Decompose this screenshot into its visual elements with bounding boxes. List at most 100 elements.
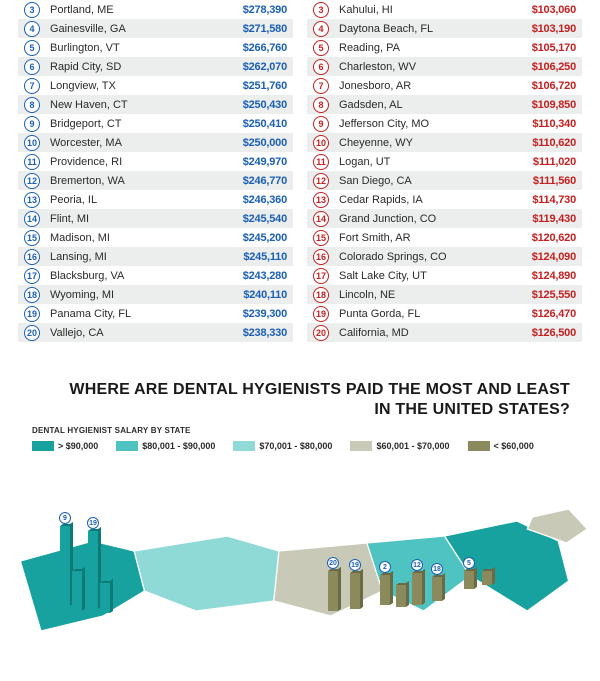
- value-label: $271,580: [243, 23, 287, 35]
- tables-container: 3Portland, ME$278,3904Gainesville, GA$27…: [0, 0, 600, 342]
- map-bar: [464, 571, 474, 589]
- rank-badge: 20: [313, 325, 329, 341]
- value-label: $110,620: [532, 137, 576, 149]
- city-label: California, MD: [339, 327, 532, 339]
- map-bar: [72, 571, 82, 611]
- legend-item: $70,001 - $80,000: [233, 441, 332, 451]
- rank-badge: 20: [24, 325, 40, 341]
- city-label: Daytona Beach, FL: [339, 23, 532, 35]
- value-label: $111,560: [533, 175, 576, 187]
- table-row: 7Jonesboro, AR$106,720: [307, 76, 582, 95]
- value-label: $106,250: [532, 61, 576, 73]
- table-row: 11 Providence, RI$249,970: [18, 152, 293, 171]
- table-row: 16Lansing, MI$245,110: [18, 247, 293, 266]
- value-label: $124,090: [532, 251, 576, 263]
- map-bar-label: 18: [431, 563, 443, 575]
- city-label: Madison, MI: [50, 232, 243, 244]
- value-label: $249,970: [243, 156, 287, 168]
- city-label: Worcester, MA: [50, 137, 243, 149]
- chart-subtitle: DENTAL HYGIENIST SALARY BY STATE: [32, 426, 580, 435]
- legend-label: < $60,000: [494, 441, 534, 451]
- city-label: San Diego, CA: [339, 175, 533, 187]
- city-label: Logan, UT: [339, 156, 533, 168]
- value-label: $246,360: [243, 194, 287, 206]
- map-legend: > $90,000$80,001 - $90,000$70,001 - $80,…: [32, 441, 580, 451]
- city-label: Portland, ME: [50, 4, 243, 16]
- table-row: 13Peoria, IL$246,360: [18, 190, 293, 209]
- rank-badge: 11: [24, 154, 40, 170]
- rank-badge: 10: [313, 135, 329, 151]
- value-label: $126,500: [532, 327, 576, 339]
- rank-badge: 4: [24, 21, 40, 37]
- table-row: 15Madison, MI$245,200: [18, 228, 293, 247]
- value-label: $120,620: [532, 232, 576, 244]
- rank-badge: 6: [313, 59, 329, 75]
- table-row: 12Bremerton, WA$246,770: [18, 171, 293, 190]
- rank-badge: 17: [24, 268, 40, 284]
- table-row: 13 Cedar Rapids, IA$114,730: [307, 190, 582, 209]
- value-label: $250,410: [243, 118, 287, 130]
- map-bar: [482, 571, 492, 585]
- table-row: 8Gadsden, AL$109,850: [307, 95, 582, 114]
- city-label: Grand Junction, CO: [339, 213, 532, 225]
- value-label: $250,000: [243, 137, 287, 149]
- legend-label: $80,001 - $90,000: [142, 441, 215, 451]
- legend-swatch: [32, 441, 54, 451]
- map-bar-label: 12: [411, 559, 423, 571]
- table-row: 20Vallejo, CA$238,330: [18, 323, 293, 342]
- city-label: Providence, RI: [50, 156, 243, 168]
- rank-badge: 3: [24, 2, 40, 18]
- city-label: Panama City, FL: [50, 308, 243, 320]
- rank-badge: 15: [313, 230, 329, 246]
- city-label: Lincoln, NE: [339, 289, 532, 301]
- rank-badge: 7: [313, 78, 329, 94]
- city-label: Jonesboro, AR: [339, 80, 532, 92]
- city-label: Cedar Rapids, IA: [339, 194, 532, 206]
- value-label: $114,730: [532, 194, 576, 206]
- value-label: $266,760: [243, 42, 287, 54]
- rank-badge: 19: [24, 306, 40, 322]
- value-label: $109,850: [532, 99, 576, 111]
- rank-badge: 18: [24, 287, 40, 303]
- map-bar: [100, 583, 110, 613]
- value-label: $125,550: [532, 289, 576, 301]
- rank-badge: 8: [313, 97, 329, 113]
- map-container: 9192019212185: [20, 461, 580, 631]
- table-row: 14Grand Junction, CO$119,430: [307, 209, 582, 228]
- table-row: 3Portland, ME$278,390: [18, 0, 293, 19]
- rank-badge: 13: [24, 192, 40, 208]
- map-bar: [380, 575, 390, 605]
- table-row: 19Panama City, FL$239,300: [18, 304, 293, 323]
- rank-badge: 19: [313, 306, 329, 322]
- city-label: Reading, PA: [339, 42, 532, 54]
- table-row: 12San Diego, CA$111,560: [307, 171, 582, 190]
- chart-title: WHERE ARE DENTAL HYGIENISTS PAID THE MOS…: [20, 380, 580, 420]
- rank-badge: 5: [313, 40, 329, 56]
- legend-item: $80,001 - $90,000: [116, 441, 215, 451]
- rank-badge: 5: [24, 40, 40, 56]
- rank-badge: 10: [24, 135, 40, 151]
- legend-item: < $60,000: [468, 441, 534, 451]
- city-label: Bremerton, WA: [50, 175, 243, 187]
- value-label: $246,770: [243, 175, 287, 187]
- value-label: $103,190: [532, 23, 576, 35]
- rank-badge: 7: [24, 78, 40, 94]
- table-row: 9Jefferson City, MO$110,340: [307, 114, 582, 133]
- city-label: Salt Lake City, UT: [339, 270, 532, 282]
- city-label: Punta Gorda, FL: [339, 308, 532, 320]
- rank-badge: 13: [313, 192, 329, 208]
- city-label: Lansing, MI: [50, 251, 243, 263]
- map-bar-label: 19: [87, 517, 99, 529]
- table-row: 14Flint, MI$245,540: [18, 209, 293, 228]
- rank-badge: 14: [24, 211, 40, 227]
- value-label: $243,280: [243, 270, 287, 282]
- chart-title-line2: IN THE UNITED STATES?: [374, 401, 570, 418]
- map-bar: [350, 573, 360, 609]
- map-bar: [432, 577, 442, 601]
- rank-badge: 9: [24, 116, 40, 132]
- value-label: $126,470: [532, 308, 576, 320]
- value-label: $111,020: [533, 156, 576, 168]
- rank-badge: 16: [24, 249, 40, 265]
- rank-badge: 9: [313, 116, 329, 132]
- high-pay-table: 3Portland, ME$278,3904Gainesville, GA$27…: [18, 0, 293, 342]
